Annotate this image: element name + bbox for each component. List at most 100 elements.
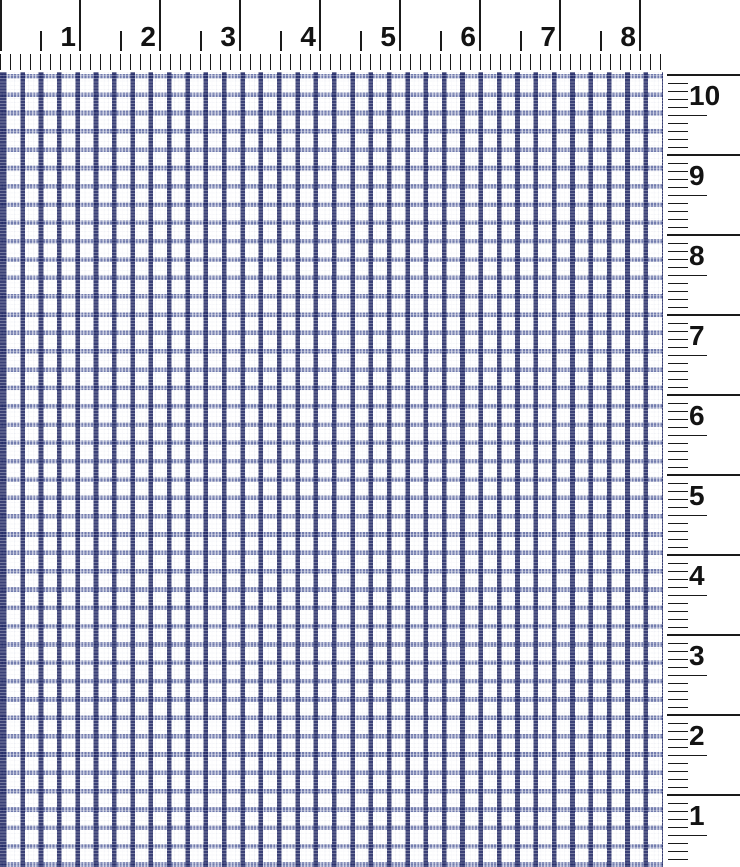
eighth-inch-tick bbox=[570, 54, 571, 70]
tenth-inch-tick bbox=[668, 451, 688, 453]
eighth-inch-tick bbox=[400, 54, 401, 70]
inch-line bbox=[319, 0, 321, 51]
ruler-number: 3 bbox=[220, 21, 236, 52]
half-inch-tick bbox=[360, 31, 362, 51]
half-inch-tick bbox=[520, 31, 522, 51]
ruler-number: 4 bbox=[300, 21, 316, 52]
inch-line bbox=[159, 0, 161, 51]
eighth-inch-tick bbox=[290, 54, 291, 70]
tenth-inch-tick bbox=[668, 603, 688, 605]
half-inch-tick bbox=[668, 675, 707, 677]
eighth-inch-tick bbox=[410, 54, 411, 70]
tenth-inch-tick bbox=[668, 699, 688, 701]
tenth-inch-tick bbox=[668, 283, 688, 285]
tenth-inch-tick bbox=[668, 331, 688, 333]
tenth-inch-tick bbox=[668, 819, 688, 821]
inch-line bbox=[667, 394, 740, 396]
eighth-inch-tick bbox=[190, 54, 191, 70]
tenth-inch-tick bbox=[668, 243, 688, 245]
eighth-inch-tick bbox=[140, 54, 141, 70]
eighth-inch-tick bbox=[220, 54, 221, 70]
tenth-inch-tick bbox=[668, 403, 688, 405]
eighth-inch-tick bbox=[110, 54, 111, 70]
tenth-inch-tick bbox=[668, 179, 688, 181]
ruler-number: 7 bbox=[689, 320, 705, 351]
tenth-inch-tick bbox=[668, 611, 688, 613]
tenth-inch-tick bbox=[668, 91, 688, 93]
half-inch-tick bbox=[280, 31, 282, 51]
ruler-number: 2 bbox=[140, 21, 156, 52]
half-inch-tick bbox=[668, 835, 707, 837]
ruler-number: 5 bbox=[380, 21, 396, 52]
eighth-inch-tick bbox=[640, 54, 641, 70]
inch-line bbox=[667, 714, 740, 716]
eighth-inch-tick bbox=[310, 54, 311, 70]
tenth-inch-tick bbox=[668, 779, 688, 781]
eighth-inch-tick bbox=[170, 54, 171, 70]
tenth-inch-tick bbox=[668, 483, 688, 485]
tenth-inch-tick bbox=[668, 347, 688, 349]
eighth-inch-tick bbox=[580, 54, 581, 70]
half-inch-tick bbox=[668, 435, 707, 437]
eighth-inch-tick bbox=[540, 54, 541, 70]
tenth-inch-tick bbox=[668, 491, 688, 493]
tenth-inch-tick bbox=[668, 643, 688, 645]
top-ruler: 1 2 3 4 5 6 7 8 bbox=[0, 0, 740, 72]
eighth-inch-tick bbox=[30, 54, 31, 70]
tenth-inch-tick bbox=[668, 203, 688, 205]
ruler-number: 3 bbox=[689, 640, 705, 671]
eighth-inch-tick bbox=[600, 54, 601, 70]
tenth-inch-tick bbox=[668, 579, 688, 581]
inch-line bbox=[667, 794, 740, 796]
tenth-inch-tick bbox=[668, 707, 688, 709]
half-inch-tick bbox=[668, 115, 707, 117]
tenth-inch-tick bbox=[668, 131, 688, 133]
inch-line bbox=[0, 0, 2, 51]
right-ruler: 10 9 8 7 6 5 4 3 2 1 bbox=[663, 0, 740, 867]
eighth-inch-tick bbox=[370, 54, 371, 70]
tenth-inch-tick bbox=[668, 619, 688, 621]
eighth-inch-tick bbox=[300, 54, 301, 70]
tenth-inch-tick bbox=[668, 523, 688, 525]
tenth-inch-tick bbox=[668, 723, 688, 725]
eighth-inch-tick bbox=[160, 54, 161, 70]
ruler-number: 4 bbox=[689, 560, 705, 591]
tenth-inch-tick bbox=[668, 139, 688, 141]
ruler-number: 8 bbox=[689, 240, 705, 271]
tenth-inch-tick bbox=[668, 299, 688, 301]
inch-line bbox=[667, 314, 740, 316]
eighth-inch-tick bbox=[40, 54, 41, 70]
eighth-inch-tick bbox=[0, 54, 1, 70]
inch-line bbox=[559, 0, 561, 51]
ruler-number: 1 bbox=[689, 800, 705, 831]
tenth-inch-tick bbox=[668, 211, 688, 213]
half-inch-tick bbox=[668, 595, 707, 597]
half-inch-tick bbox=[668, 515, 707, 517]
inch-line bbox=[667, 554, 740, 556]
tenth-inch-tick bbox=[668, 219, 688, 221]
tenth-inch-tick bbox=[668, 507, 688, 509]
inch-line bbox=[639, 0, 641, 51]
tenth-inch-tick bbox=[668, 427, 688, 429]
eighth-inch-tick bbox=[60, 54, 61, 70]
eighth-inch-tick bbox=[620, 54, 621, 70]
eighth-inch-tick bbox=[650, 54, 651, 70]
eighth-inch-tick bbox=[210, 54, 211, 70]
tenth-inch-tick bbox=[668, 419, 688, 421]
half-inch-tick bbox=[668, 275, 707, 277]
tenth-inch-tick bbox=[668, 667, 688, 669]
eighth-inch-tick bbox=[510, 54, 511, 70]
ruler-number: 2 bbox=[689, 720, 705, 751]
tenth-inch-tick bbox=[668, 547, 688, 549]
eighth-inch-tick bbox=[500, 54, 501, 70]
tenth-inch-tick bbox=[668, 627, 688, 629]
eighth-inch-tick bbox=[120, 54, 121, 70]
eighth-inch-tick bbox=[270, 54, 271, 70]
half-inch-tick bbox=[600, 31, 602, 51]
tenth-inch-tick bbox=[668, 787, 688, 789]
tenth-inch-tick bbox=[668, 291, 688, 293]
eighth-inch-tick bbox=[340, 54, 341, 70]
inch-line bbox=[239, 0, 241, 51]
inch-line bbox=[667, 234, 740, 236]
eighth-inch-tick bbox=[90, 54, 91, 70]
